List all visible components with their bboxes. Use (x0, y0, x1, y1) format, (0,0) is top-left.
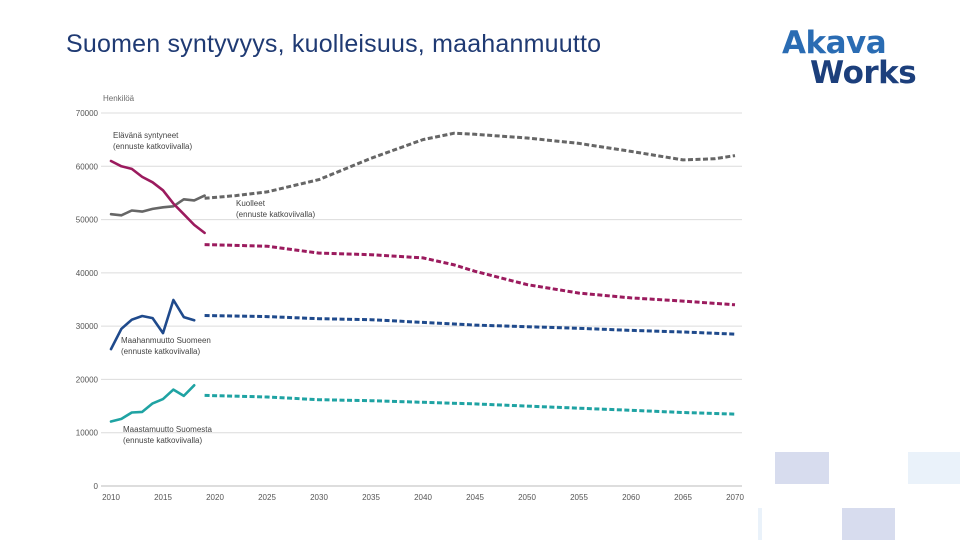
x-tick-label: 2010 (102, 493, 120, 502)
x-tick-label: 2055 (570, 493, 588, 502)
births-series-label: Elävänä syntyneet (113, 131, 179, 140)
y-tick-label: 60000 (76, 162, 99, 171)
emigration-observed-line (109, 383, 196, 423)
deaths-forecast-line (204, 243, 736, 307)
gridlines (101, 112, 742, 487)
y-axis-label: Henkilöä (103, 94, 135, 103)
x-tick-label: 2045 (466, 493, 484, 502)
decor-square-2 (908, 452, 960, 484)
immigration-forecast-line (204, 314, 736, 336)
x-tick-label: 2060 (622, 493, 640, 502)
decor-strip (758, 508, 762, 540)
x-tick-label: 2065 (674, 493, 692, 502)
x-tick-label: 2035 (362, 493, 380, 502)
x-tick-label: 2030 (310, 493, 328, 502)
emigration-series-label: Maastamuutto Suomesta (123, 425, 212, 434)
decor-square-3 (842, 508, 895, 540)
series-labels: Elävänä syntyneet (ennuste katkoviivalla)… (113, 131, 315, 445)
x-tick-label: 2040 (414, 493, 432, 502)
births-observed-line (109, 194, 206, 217)
births-forecast-line (204, 131, 736, 200)
page-title: Suomen syntyvyys, kuolleisuus, maahanmuu… (66, 30, 602, 58)
axes: 0 10000 20000 30000 40000 50000 60000 70000 2010… (76, 109, 745, 502)
x-tick-label: 2025 (258, 493, 276, 502)
logo-line-1: Akava (782, 25, 887, 61)
series-lines (109, 131, 736, 423)
akava-works-logo: Akava Works (782, 28, 922, 94)
x-tick-label: 2070 (726, 493, 744, 502)
y-tick-label: 20000 (76, 375, 99, 384)
y-tick-label: 50000 (76, 216, 99, 225)
logo-line-2: Works (810, 55, 917, 91)
deaths-series-label: Kuolleet (236, 199, 266, 208)
emigration-forecast-line (204, 393, 736, 416)
y-tick-label: 40000 (76, 269, 99, 278)
y-tick-label: 70000 (76, 109, 99, 118)
y-tick-label: 30000 (76, 322, 99, 331)
births-series-label: (ennuste katkoviivalla) (113, 142, 192, 151)
emigration-series-label: (ennuste katkoviivalla) (123, 436, 202, 445)
deaths-observed-line (109, 159, 206, 235)
x-tick-label: 2020 (206, 493, 224, 502)
y-tick-label: 10000 (76, 429, 99, 438)
decor-square-1 (775, 452, 829, 484)
x-tick-label: 2050 (518, 493, 536, 502)
immigration-series-label: (ennuste katkoviivalla) (121, 347, 200, 356)
y-tick-label: 0 (94, 482, 99, 491)
deaths-series-label: (ennuste katkoviivalla) (236, 210, 315, 219)
x-tick-label: 2015 (154, 493, 172, 502)
immigration-series-label: Maahanmuutto Suomeen (121, 336, 211, 345)
immigration-observed-line (109, 298, 196, 351)
